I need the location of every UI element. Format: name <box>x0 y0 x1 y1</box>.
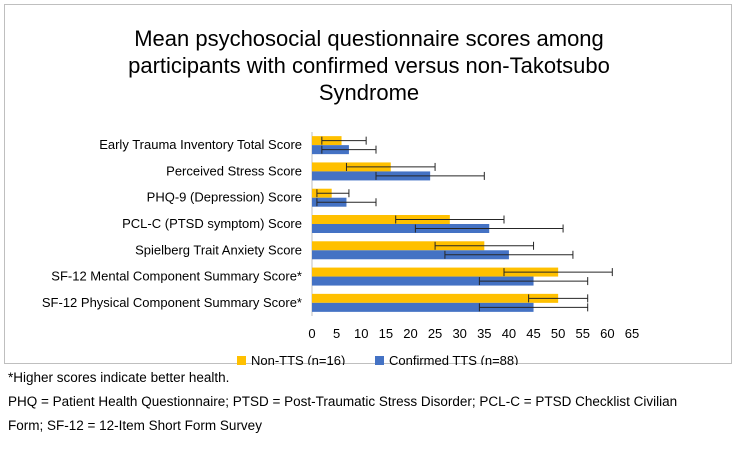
category-label: Early Trauma Inventory Total Score <box>99 137 302 152</box>
x-tick-label: 60 <box>600 326 614 341</box>
x-tick-label: 0 <box>308 326 315 341</box>
chart-title-line-3: Syndrome <box>318 80 420 105</box>
category-label: SF-12 Physical Component Summary Score* <box>42 295 302 310</box>
footnote-higher-scores: *Higher scores indicate better health. <box>8 370 230 385</box>
x-tick-label: 15 <box>379 326 393 341</box>
bar-chart: Early Trauma Inventory Total Score Percei… <box>42 132 639 365</box>
legend-label-non-tts: Non-TTS (n=16) <box>251 353 345 365</box>
chart-frame: Mean psychosocial questionnaire scores a… <box>4 4 733 365</box>
bar-confirmed-tts <box>312 224 490 233</box>
chart-title: Mean psychosocial questionnaire scores a… <box>5 25 733 106</box>
legend-label-confirmed-tts: Confirmed TTS (n=88) <box>389 353 518 365</box>
x-tick-label: 5 <box>333 326 340 341</box>
category-label: Perceived Stress Score <box>166 163 302 178</box>
bar-confirmed-tts <box>312 171 431 181</box>
legend-swatch-confirmed-tts <box>375 356 384 365</box>
x-tick-label: 20 <box>403 326 417 341</box>
category-label: Spielberg Trait Anxiety Score <box>135 242 302 257</box>
category-label: PHQ-9 (Depression) Score <box>147 190 302 205</box>
chart-title-line-2: participants with confirmed versus non-T… <box>128 53 610 78</box>
footnote-abbreviations-2: Form; SF-12 = 12-Item Short Form Survey <box>8 418 262 433</box>
chart-title-line-1: Mean psychosocial questionnaire scores a… <box>134 26 604 51</box>
x-tick-label: 50 <box>551 326 565 341</box>
x-tick-label: 40 <box>502 326 516 341</box>
bar-non-tts <box>312 267 559 277</box>
x-tick-label: 25 <box>428 326 442 341</box>
x-tick-label: 35 <box>477 326 491 341</box>
legend-swatch-non-tts <box>237 356 246 365</box>
x-tick-label: 65 <box>625 326 639 341</box>
x-tick-label: 30 <box>452 326 466 341</box>
x-tick-label: 55 <box>576 326 590 341</box>
bar-confirmed-tts <box>312 302 534 312</box>
category-label: PCL-C (PTSD symptom) Score <box>122 216 302 231</box>
bar-non-tts <box>312 215 450 224</box>
bar-non-tts <box>312 293 559 303</box>
bar-confirmed-tts <box>312 276 534 286</box>
x-tick-label: 45 <box>526 326 540 341</box>
category-label: SF-12 Mental Component Summary Score* <box>51 269 302 284</box>
bar-confirmed-tts <box>312 250 509 260</box>
bar-non-tts <box>312 241 485 251</box>
footnote-abbreviations-1: PHQ = Patient Health Questionnaire; PTSD… <box>8 394 678 409</box>
x-tick-label: 10 <box>354 326 368 341</box>
